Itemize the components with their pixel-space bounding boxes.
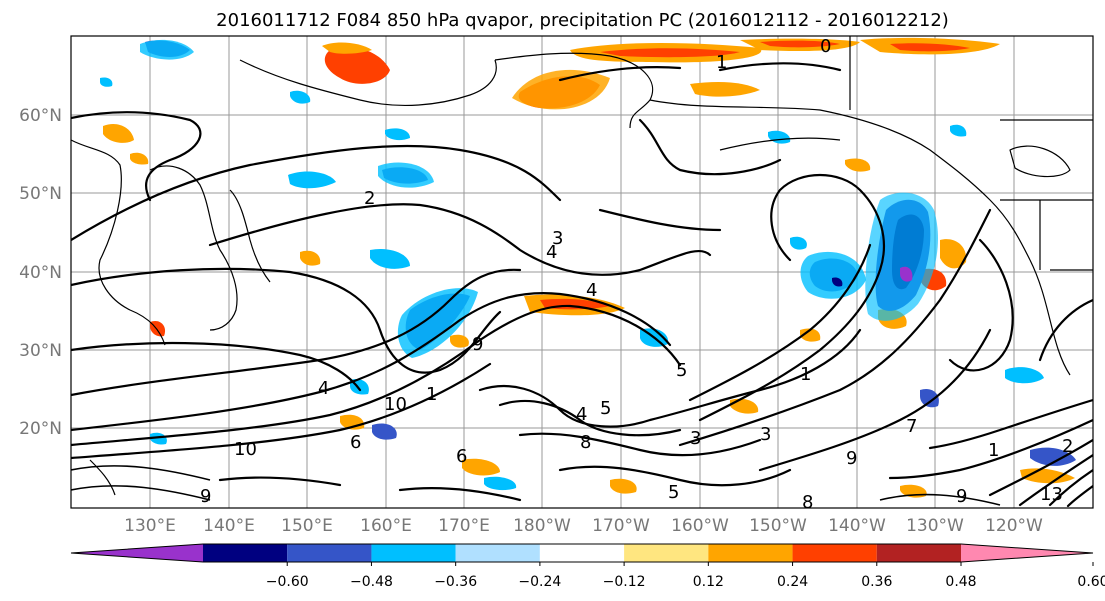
colorbar-tick-label: 0.12 <box>693 574 724 590</box>
colorbar-tick-label: −0.24 <box>518 574 561 590</box>
contour-label: 4 <box>546 242 557 263</box>
contour-label: 4 <box>318 378 329 399</box>
contour-label: 1 <box>426 384 437 405</box>
lon-tick-label: 130°E <box>124 516 176 536</box>
contour-label: 9 <box>200 486 211 507</box>
lat-tick-label: 50°N <box>19 184 62 204</box>
contour-label: 2 <box>364 188 375 209</box>
lon-tick-label: 160°W <box>671 516 729 536</box>
lon-tick-label: 150°W <box>749 516 807 536</box>
map-title: 2016011712 F084 850 hPa qvapor, precipit… <box>216 10 949 31</box>
qvapor-contours <box>71 62 1093 508</box>
latitude-labels: 60°N 50°N 40°N 30°N 20°N <box>19 106 62 439</box>
contour-labels: 1 0 2 3 4 4 5 9 10 4 6 1 5 9 10 6 8 9 8 … <box>200 36 1073 513</box>
lon-tick-label: 140°E <box>203 516 255 536</box>
contour-label: 2 <box>1062 436 1073 457</box>
lat-tick-label: 30°N <box>19 341 62 361</box>
precip-positive-shading <box>103 37 1075 498</box>
lon-tick-label: 120°W <box>985 516 1043 536</box>
contour-label: 5 <box>668 482 679 503</box>
contour-label: 4 <box>576 404 587 425</box>
colorbar-segment <box>371 544 456 562</box>
contour-label: 8 <box>580 432 591 453</box>
colorbar-segment <box>708 544 793 562</box>
contour-label: 5 <box>676 360 687 381</box>
contour-label: 3 <box>760 424 771 445</box>
colorbar-tick-label: −0.12 <box>603 574 646 590</box>
contour-label: 1 <box>988 440 999 461</box>
lon-tick-label: 150°E <box>281 516 333 536</box>
colorbar-tick-labels: −0.60 −0.48 −0.36 −0.24 −0.12 0.12 0.24 0.36 0.4… <box>266 562 1105 590</box>
colorbar-segment <box>455 544 540 562</box>
contour-label: 9 <box>956 486 967 507</box>
contour-label: 8 <box>802 492 813 513</box>
longitude-labels: 130°E 140°E 150°E 160°E 170°E 180°W 170°W 160°W… <box>124 516 1043 536</box>
contour-label: 5 <box>600 398 611 419</box>
contour-label: 7 <box>906 416 917 437</box>
colorbar-outline <box>70 543 1094 563</box>
contour-label: 1 <box>800 364 811 385</box>
lat-tick-label: 20°N <box>19 419 62 439</box>
colorbar-tick-label: 0.24 <box>777 574 808 590</box>
colorbar-tick-label: −0.48 <box>350 574 393 590</box>
colorbar-segment <box>539 544 625 562</box>
lon-tick-label: 170°W <box>592 516 650 536</box>
contour-label: 13 <box>1040 484 1063 505</box>
lat-tick-label: 60°N <box>19 106 62 126</box>
coastlines <box>71 36 1093 496</box>
contour-label: 9 <box>846 448 857 469</box>
lon-tick-label: 160°E <box>360 516 412 536</box>
contour-label: 3 <box>552 228 563 249</box>
lon-tick-label: 140°W <box>828 516 886 536</box>
colorbar-tick-label: 0.48 <box>945 574 976 590</box>
colorbar-segment <box>792 544 877 562</box>
lat-tick-label: 40°N <box>19 263 62 283</box>
colorbar <box>70 543 1094 563</box>
colorbar-tick-label: 0.60 <box>1077 574 1105 590</box>
contour-label: 6 <box>456 446 467 467</box>
colorbar-segment <box>287 544 372 562</box>
colorbar-tick-label: 0.36 <box>861 574 892 590</box>
contour-label: 4 <box>586 280 597 301</box>
colorbar-segment <box>624 544 709 562</box>
contour-label: 3 <box>690 428 701 449</box>
colorbar-tick-label: −0.36 <box>434 574 477 590</box>
lon-tick-label: 130°W <box>906 516 964 536</box>
lon-tick-label: 180°W <box>513 516 571 536</box>
colorbar-segment <box>203 544 288 562</box>
colorbar-tick-label: −0.60 <box>266 574 309 590</box>
contour-label: 9 <box>472 334 483 355</box>
contour-label: 6 <box>350 432 361 453</box>
contour-label: 10 <box>234 439 257 460</box>
contour-label: 10 <box>384 394 407 415</box>
precip-negative-shading <box>100 39 1076 491</box>
coarse-contours <box>71 465 1001 506</box>
lon-tick-label: 170°E <box>438 516 490 536</box>
colorbar-segment <box>876 544 961 562</box>
contour-label: 1 <box>716 52 727 73</box>
map-frame <box>70 35 1094 509</box>
colorbar-segment <box>71 544 203 562</box>
colorbar-segment <box>961 544 1093 562</box>
contour-label: 0 <box>820 36 831 57</box>
